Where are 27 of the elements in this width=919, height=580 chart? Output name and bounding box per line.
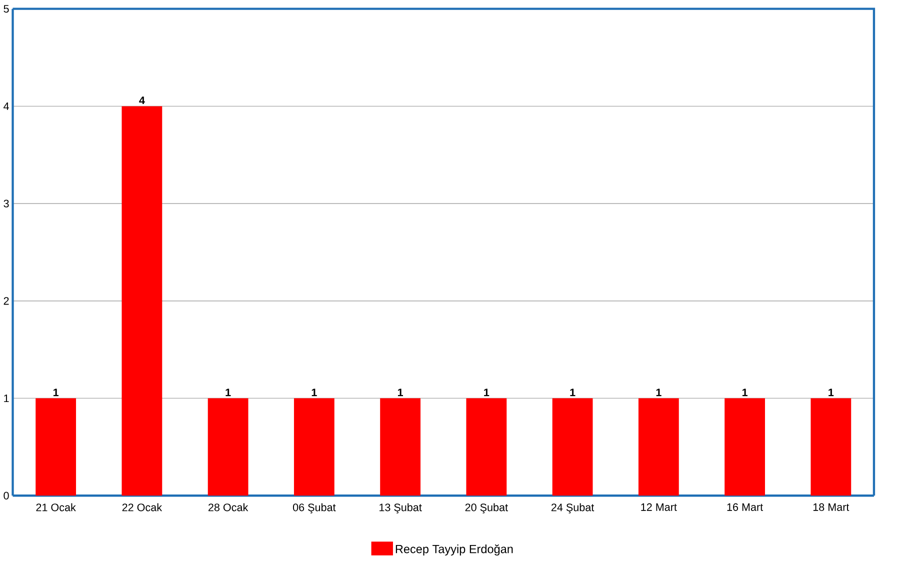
- data-label: 1: [828, 388, 834, 396]
- x-tick-label: 21 Ocak: [36, 503, 76, 512]
- x-tick-label: 12 Mart: [641, 503, 677, 511]
- data-label: 1: [398, 388, 403, 396]
- legend-label: Recep Tayyip Erdoğan: [396, 544, 513, 556]
- data-label: 1: [53, 388, 59, 396]
- x-tick-label: 24 Şubat: [551, 503, 594, 514]
- data-label: 1: [742, 388, 748, 396]
- x-tick-label: 18 Mart: [813, 503, 850, 511]
- x-tick-label: 06 Şubat: [292, 503, 336, 514]
- data-label: 1: [656, 388, 662, 396]
- x-tick-label: 16 Mart: [727, 503, 764, 511]
- data-label: 1: [226, 388, 231, 396]
- x-tick-label: 13 Şubat: [380, 503, 422, 514]
- data-label: 1: [484, 388, 490, 396]
- data-label: 1: [570, 388, 576, 396]
- data-label: 4: [139, 96, 145, 104]
- y-tick-label: 5: [4, 4, 9, 12]
- y-tick-label: 4: [4, 102, 9, 110]
- x-tick-label: 20 Şubat: [465, 503, 508, 514]
- y-tick-label: 1: [4, 394, 9, 402]
- y-tick-label: 2: [4, 296, 9, 305]
- data-label: 1: [312, 388, 317, 396]
- x-tick-label: 28 Ocak: [208, 503, 248, 512]
- x-tick-label: 22 Ocak: [122, 503, 162, 512]
- y-tick-label: 0: [4, 492, 9, 500]
- y-tick-label: 3: [4, 200, 9, 208]
